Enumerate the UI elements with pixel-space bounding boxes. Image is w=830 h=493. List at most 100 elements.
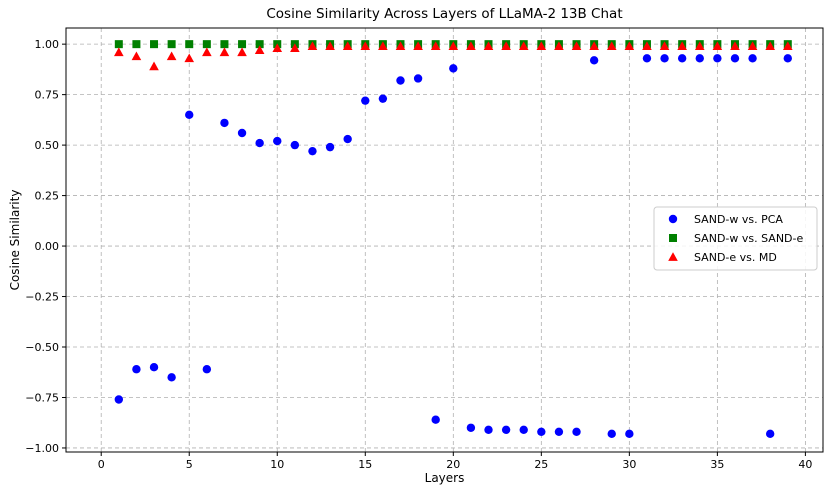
data-point-circle (660, 54, 669, 63)
legend: SAND-w vs. PCA SAND-w vs. SAND-e SAND-e vs… (653, 206, 818, 271)
data-point-triangle (254, 45, 265, 55)
data-point-circle (783, 54, 792, 63)
data-point-triangle (659, 41, 670, 51)
data-point-triangle (571, 41, 582, 51)
legend-box (653, 206, 818, 271)
data-point-circle (537, 427, 546, 437)
y-tick-label: −0.25 (25, 291, 59, 304)
data-point-triangle (466, 41, 476, 51)
legend-items: SAND-w vs. PCA SAND-w vs. SAND-e SAND-e vs… (668, 213, 803, 264)
data-point-square (114, 40, 123, 49)
data-point-triangle (624, 41, 635, 51)
data-point-triangle (360, 41, 371, 51)
data-point-triangle (166, 51, 177, 61)
y-tick-label: 0.50 (35, 139, 60, 152)
legend-label: SAND-e vs. MD (694, 251, 777, 264)
data-point-circle (431, 415, 440, 424)
data-point-triangle (149, 61, 159, 71)
legend-label: SAND-w vs. PCA (694, 213, 783, 226)
data-point-circle (114, 395, 124, 404)
data-point-circle (343, 134, 352, 144)
data-point-triangle (642, 41, 652, 51)
plot-frame (65, 27, 824, 453)
x-tick-label: 30 (622, 458, 636, 471)
data-point-circle (308, 146, 317, 156)
data-point-circle (413, 74, 423, 83)
data-point-triangle (184, 53, 195, 63)
data-point-triangle (237, 47, 247, 57)
data-point-triangle (378, 41, 388, 51)
data-point-circle (220, 118, 229, 128)
y-tick-label: 1.00 (35, 38, 60, 51)
x-tick-label: 0 (98, 458, 105, 471)
data-point-triangle (712, 41, 723, 51)
y-tick-label: 0.75 (35, 89, 60, 102)
data-point-triangle (307, 41, 318, 51)
x-tick-label: 40 (798, 458, 812, 471)
data-point-triangle (131, 51, 142, 61)
data-point-circle (132, 365, 141, 374)
data-point-circle (625, 429, 634, 439)
data-point-triangle (730, 41, 740, 51)
data-point-square (220, 40, 229, 49)
x-tick-label: 15 (358, 458, 372, 471)
data-point-circle (484, 425, 493, 434)
data-point-circle (589, 56, 599, 65)
data-point-triangle (114, 47, 124, 57)
data-points (114, 40, 793, 439)
data-point-triangle (342, 41, 353, 51)
x-tick-label: 20 (446, 458, 460, 471)
data-point-triangle (430, 41, 441, 51)
legend-marker-square (669, 234, 677, 242)
legend-marker-circle (668, 214, 678, 224)
data-point-circle (202, 365, 212, 374)
data-point-circle (748, 54, 757, 63)
grid-lines (66, 28, 823, 452)
data-point-circle (185, 110, 194, 120)
data-point-circle (695, 54, 704, 63)
data-point-circle (396, 76, 405, 85)
data-point-triangle (765, 41, 775, 51)
data-point-circle (519, 425, 528, 434)
series-triangle (114, 41, 793, 71)
data-point-triangle (536, 41, 547, 51)
x-tick-label: 35 (710, 458, 724, 471)
data-point-square (167, 40, 176, 49)
data-point-triangle (782, 41, 793, 51)
data-point-circle (167, 373, 176, 382)
data-point-triangle (272, 43, 283, 53)
data-point-square (255, 40, 264, 49)
x-tick-label: 25 (534, 458, 548, 471)
axis-ticks: 0 5 10 15 20 25 30 35 40 −1.00 −0.75 −0.50 −0.25 0.00… (25, 38, 812, 471)
y-tick-label: 0.25 (35, 190, 60, 203)
data-point-circle (466, 423, 476, 432)
data-point-triangle (448, 41, 459, 51)
data-point-circle (378, 94, 388, 103)
data-point-square (150, 40, 159, 49)
data-point-square (202, 40, 211, 49)
data-point-triangle (747, 41, 758, 51)
data-point-circle (255, 138, 264, 148)
data-point-square (238, 40, 247, 49)
data-point-circle (449, 64, 458, 73)
y-tick-label: −0.75 (25, 391, 59, 404)
data-point-circle (149, 363, 159, 372)
x-axis-title: Layers (425, 471, 465, 485)
legend-label: SAND-w vs. SAND-e (694, 232, 803, 245)
data-point-circle (730, 54, 740, 63)
data-point-circle (273, 136, 282, 146)
data-point-triangle (325, 41, 335, 51)
data-point-triangle (413, 41, 423, 51)
data-point-circle (607, 429, 616, 439)
data-point-circle (713, 54, 722, 63)
chart-title: Cosine Similarity Across Layers of LLaMA… (266, 6, 622, 22)
legend-marker-triangle (668, 252, 678, 261)
data-point-triangle (694, 41, 705, 51)
data-point-circle (642, 54, 652, 63)
data-point-circle (325, 142, 335, 152)
x-tick-label: 5 (186, 458, 193, 471)
data-point-triangle (202, 47, 212, 57)
data-point-circle (237, 128, 247, 138)
data-point-square (185, 40, 194, 49)
